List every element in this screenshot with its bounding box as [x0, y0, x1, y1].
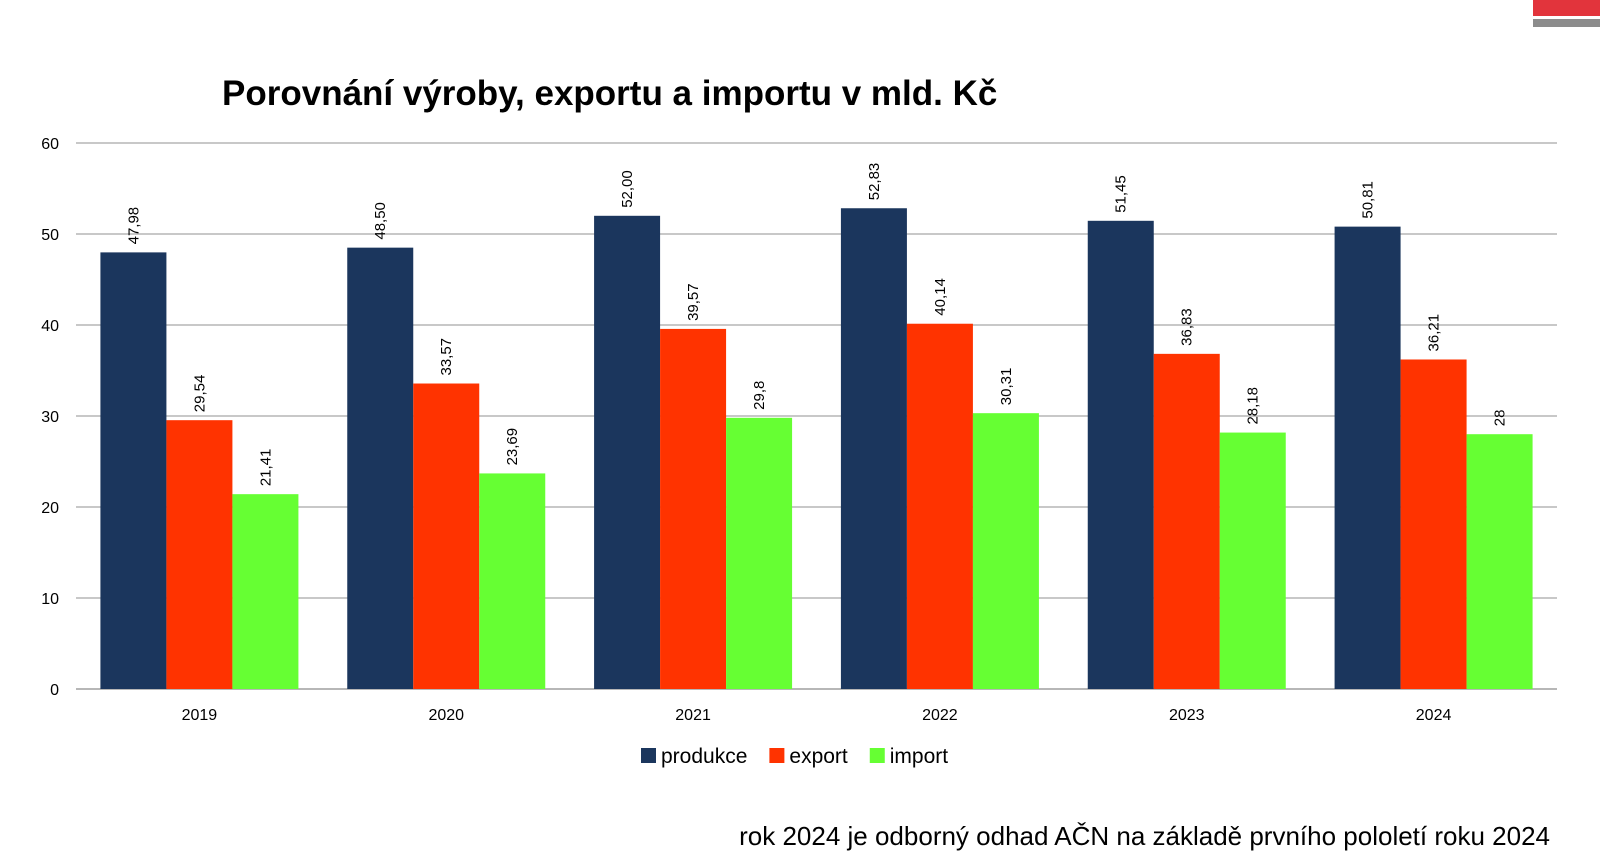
data-label-import-2023: 28,18 [1245, 387, 1262, 425]
bar-export-2022 [906, 323, 973, 689]
bar-export-2023 [1153, 353, 1220, 689]
x-tick-label: 2019 [182, 707, 218, 724]
y-tick-label: 50 [41, 227, 59, 244]
legend-label-import: import [890, 745, 949, 768]
data-label-export-2022: 40,14 [932, 278, 949, 316]
x-tick-label: 2024 [1416, 707, 1452, 724]
bar-import-2019 [232, 494, 299, 689]
bar-export-2019 [166, 420, 233, 689]
y-tick-label: 10 [41, 591, 59, 608]
data-label-export-2020: 33,57 [438, 338, 455, 376]
gridlines [76, 142, 1557, 690]
data-label-import-2021: 29,8 [751, 381, 768, 410]
logo-gray-bar [1533, 19, 1600, 27]
data-label-export-2023: 36,83 [1179, 308, 1196, 346]
chart-title: Porovnání výroby, exportu a importu v ml… [222, 74, 997, 113]
data-label-export-2019: 29,54 [191, 375, 208, 413]
data-label-produkce-2021: 52,00 [619, 170, 636, 208]
y-tick-label: 40 [41, 318, 59, 335]
data-label-import-2020: 23,69 [504, 428, 521, 466]
bar-export-2024 [1400, 359, 1467, 689]
x-axis-ticks: 2019 2020 2021 2022 2023 2024 [182, 707, 1452, 724]
bar-export-2020 [413, 383, 480, 689]
x-tick-label: 2022 [922, 707, 958, 724]
logo-fragment [1533, 0, 1600, 27]
bar-export-2021 [660, 328, 727, 689]
data-label-import-2022: 30,31 [998, 368, 1015, 406]
data-label-export-2024: 36,21 [1426, 314, 1443, 352]
footnote: rok 2024 je odborný odhad AČN na základě… [739, 821, 1550, 851]
bar-produkce-2022 [840, 208, 907, 689]
y-axis-ticks: 0 10 20 30 40 50 60 [41, 136, 59, 699]
data-label-export-2021: 39,57 [685, 283, 702, 321]
data-label-produkce-2022: 52,83 [866, 163, 883, 201]
y-tick-label: 20 [41, 500, 59, 517]
bar-import-2021 [726, 417, 793, 689]
data-labels: 47,98 29,54 21,41 48,50 33,57 23,69 52,00 39,57… [125, 163, 1508, 486]
legend: produkce export import [641, 745, 948, 768]
y-tick-label: 60 [41, 136, 59, 153]
legend-swatch-import [869, 748, 885, 763]
y-tick-label: 0 [50, 682, 59, 699]
logo-red-block [1533, 0, 1600, 16]
bar-produkce-2024 [1334, 226, 1401, 689]
bar-import-2022 [972, 413, 1039, 689]
data-label-import-2019: 21,41 [257, 449, 274, 487]
x-tick-label: 2020 [428, 707, 464, 724]
bars [100, 208, 1533, 690]
bar-import-2020 [479, 473, 546, 689]
bar-produkce-2019 [100, 252, 167, 689]
legend-label-export: export [789, 745, 848, 768]
bar-produkce-2021 [594, 215, 661, 690]
data-label-produkce-2019: 47,98 [125, 207, 142, 245]
legend-swatch-export [769, 748, 785, 763]
legend-swatch-produkce [641, 748, 656, 763]
data-label-import-2024: 28 [1492, 410, 1509, 427]
bar-import-2023 [1219, 432, 1286, 689]
data-label-produkce-2020: 48,50 [372, 202, 389, 240]
legend-label-produkce: produkce [661, 745, 747, 768]
bar-produkce-2020 [347, 247, 414, 689]
data-label-produkce-2024: 50,81 [1360, 181, 1377, 219]
y-tick-label: 30 [41, 409, 59, 426]
x-tick-label: 2021 [675, 707, 711, 724]
bar-import-2024 [1466, 434, 1533, 689]
data-label-produkce-2023: 51,45 [1113, 175, 1130, 213]
x-tick-label: 2023 [1169, 707, 1205, 724]
bar-produkce-2023 [1087, 220, 1154, 689]
